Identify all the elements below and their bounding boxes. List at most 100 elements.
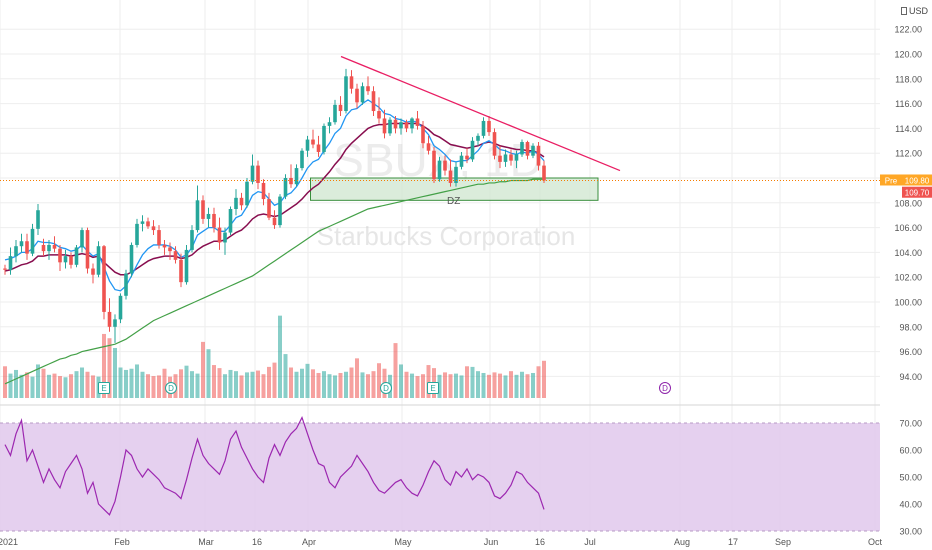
candle: [162, 240, 167, 255]
volume-bar: [498, 373, 502, 398]
volume-bar: [63, 377, 68, 398]
volume-bar: [481, 372, 486, 398]
candle: [514, 150, 519, 169]
volume-bar: [349, 367, 354, 398]
candle-body: [481, 120, 486, 136]
earnings-marker-shape: [98, 382, 110, 394]
time-tick-label: Apr: [302, 537, 316, 547]
rsi-tick-label: 40.00: [899, 500, 922, 510]
event-marker-label: D: [168, 384, 174, 393]
time-tick-label: 17: [728, 537, 738, 547]
price-tick-label: 108.00: [894, 198, 922, 208]
volume-bar: [91, 375, 95, 398]
volume-bar: [157, 375, 161, 398]
candle: [267, 192, 271, 221]
volume-bar: [162, 368, 167, 398]
candle: [470, 137, 475, 162]
volume-bar: [531, 372, 535, 398]
candle: [272, 210, 277, 229]
candle: [63, 249, 68, 269]
candle-body: [217, 227, 222, 243]
currency-selector[interactable]: USD: [898, 4, 928, 18]
candle-body: [74, 247, 79, 265]
volume-bar: [206, 349, 211, 398]
candle: [58, 244, 62, 271]
volume-bar: [377, 363, 381, 398]
volume-bar: [261, 374, 266, 398]
time-tick-label: Feb: [114, 537, 130, 547]
candle: [91, 263, 95, 284]
candle-body: [239, 197, 244, 206]
price-tick-label: 100.00: [894, 298, 922, 308]
candle: [168, 242, 172, 260]
candle-body: [58, 248, 62, 263]
earnings-marker: E: [98, 382, 110, 394]
volume-bar: [124, 369, 128, 398]
candle: [283, 174, 288, 200]
candle: [289, 164, 293, 188]
volume-bar: [410, 373, 414, 398]
price-labels: DZ Pre 109.80 109.70: [0, 174, 932, 207]
candle-body: [63, 256, 68, 263]
price-tick-label: 106.00: [894, 223, 922, 233]
rsi-panel: [0, 416, 880, 532]
candle: [146, 217, 150, 229]
candle: [190, 225, 194, 253]
candle: [96, 241, 101, 278]
candle-body: [179, 259, 183, 283]
candle-body: [195, 200, 200, 231]
price-axis[interactable]: 94.00 96.00 98.00 100.00 102.00 104.00 106.00 1…: [894, 25, 922, 382]
volume-bar: [371, 371, 376, 398]
candle: [333, 99, 337, 125]
price-tick-label: 96.00: [899, 347, 922, 357]
pre-tag-box: [880, 174, 902, 186]
earnings-marker: E: [427, 382, 439, 394]
candle: [338, 96, 343, 116]
candle: [52, 236, 57, 253]
earnings-marker-shape: [427, 382, 439, 394]
pre-tag-label: Pre: [885, 176, 898, 185]
candle-body: [162, 244, 167, 248]
currency-icon: [900, 7, 907, 15]
price-tick-label: 104.00: [894, 248, 922, 258]
trendline[interactable]: [340, 55, 621, 172]
volume-bar: [278, 315, 282, 398]
volume-bar: [421, 374, 425, 398]
volume-bar: [113, 347, 117, 398]
volume-bar: [250, 371, 255, 398]
candle: [206, 207, 211, 228]
volume-bar: [14, 369, 18, 398]
candle-body: [503, 154, 508, 162]
volume-bar: [239, 375, 244, 398]
candle: [487, 116, 491, 136]
candle: [118, 293, 123, 324]
candle-body: [355, 88, 359, 103]
time-axis[interactable]: 2021 Feb Mar 16 Apr May Jun 16 Jul Aug 17 Sep Oct: [0, 537, 882, 547]
candle-body: [173, 251, 178, 260]
volume-bar: [52, 373, 57, 398]
candle-body: [426, 143, 431, 151]
volume-bar: [190, 371, 194, 398]
candle: [531, 143, 535, 159]
dz-annotation: DZ: [447, 196, 460, 207]
candle: [536, 142, 541, 171]
volume-bar: [272, 362, 277, 398]
volume-bar: [184, 365, 189, 398]
candle-body: [184, 249, 189, 283]
candle-body: [410, 118, 414, 129]
candle-body: [366, 86, 370, 92]
volume-bar: [30, 376, 35, 398]
volume-bar: [338, 372, 343, 398]
candle: [388, 117, 392, 136]
candle-body: [476, 135, 480, 141]
candle: [30, 223, 35, 257]
candle: [443, 155, 447, 176]
candle-body: [124, 273, 128, 296]
rsi-axis[interactable]: 30.00 40.00 50.00 60.00 70.00: [899, 419, 922, 537]
candle-body: [509, 154, 513, 161]
candle: [173, 246, 178, 264]
candle-body: [531, 145, 535, 156]
candle-body: [382, 118, 387, 134]
volume-bar: [311, 369, 315, 398]
